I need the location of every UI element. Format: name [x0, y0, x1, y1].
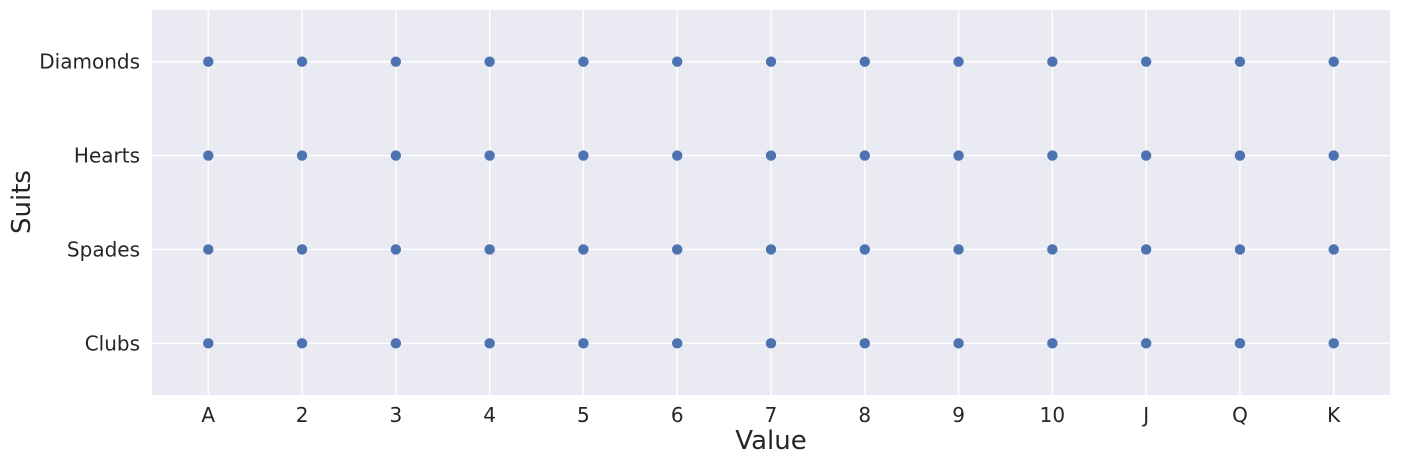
- x-axis-label: Value: [735, 426, 806, 456]
- data-point: [296, 150, 308, 161]
- data-point: [484, 150, 495, 161]
- data-point: [296, 338, 308, 349]
- x-tick-label: 9: [952, 403, 965, 427]
- data-point: [1234, 56, 1246, 67]
- data-point: [953, 150, 964, 161]
- data-point: [296, 56, 308, 67]
- data-point: [672, 244, 683, 255]
- x-tick-label: Q: [1232, 403, 1248, 427]
- data-point: [484, 56, 495, 67]
- data-point: [203, 150, 214, 161]
- data-point: [672, 150, 683, 161]
- data-point: [1140, 338, 1152, 349]
- data-point: [390, 338, 402, 349]
- data-point: [765, 56, 777, 67]
- data-point: [1047, 56, 1058, 67]
- data-point: [1140, 150, 1152, 161]
- y-tick-label: Clubs: [85, 331, 140, 355]
- data-point: [953, 338, 964, 349]
- data-point: [859, 338, 870, 349]
- x-tick-label: 2: [296, 403, 309, 427]
- x-tick-label: 10: [1040, 403, 1065, 427]
- data-point: [1047, 150, 1058, 161]
- data-point: [203, 338, 214, 349]
- y-tick-label: Hearts: [74, 144, 140, 168]
- data-point: [1047, 338, 1058, 349]
- x-tick-label: 7: [765, 403, 778, 427]
- y-tick-labels: Clubs Spades Hearts Diamonds: [39, 50, 140, 356]
- data-point: [1140, 244, 1152, 255]
- y-axis-label: Suits: [7, 170, 37, 234]
- data-point: [953, 244, 964, 255]
- data-point: [578, 56, 589, 67]
- data-point: [390, 244, 402, 255]
- data-point: [1234, 244, 1246, 255]
- data-point: [578, 150, 589, 161]
- x-tick-label: 4: [483, 403, 496, 427]
- data-point: [672, 56, 683, 67]
- data-point: [859, 150, 870, 161]
- data-point: [1328, 56, 1339, 67]
- data-point: [203, 56, 214, 67]
- data-point: [296, 244, 308, 255]
- x-tick-label: 3: [389, 403, 402, 427]
- data-point: [484, 338, 495, 349]
- data-point: [1234, 338, 1246, 349]
- data-point: [1328, 338, 1339, 349]
- data-point: [390, 150, 402, 161]
- data-point: [390, 56, 402, 67]
- x-tick-label: J: [1141, 403, 1149, 427]
- data-point: [859, 56, 870, 67]
- data-point: [578, 338, 589, 349]
- data-point: [578, 244, 589, 255]
- data-point: [765, 338, 777, 349]
- data-point: [484, 244, 495, 255]
- data-point: [672, 338, 683, 349]
- x-tick-label: K: [1327, 403, 1341, 427]
- y-tick-label: Spades: [67, 237, 140, 261]
- x-tick-label: A: [201, 403, 215, 427]
- data-point: [859, 244, 870, 255]
- x-tick-labels: A 2 3 4 5 6 7 8 9 10 J Q K: [201, 403, 1341, 427]
- data-point: [765, 150, 777, 161]
- data-point: [203, 244, 214, 255]
- y-tick-label: Diamonds: [39, 50, 140, 74]
- data-point: [1140, 56, 1152, 67]
- data-point: [953, 56, 964, 67]
- data-point: [1047, 244, 1058, 255]
- data-point: [1234, 150, 1246, 161]
- data-point: [1328, 150, 1339, 161]
- x-tick-label: 8: [858, 403, 871, 427]
- data-point: [765, 244, 777, 255]
- data-point: [1328, 244, 1339, 255]
- x-tick-label: 5: [577, 403, 590, 427]
- data-points: [203, 56, 1339, 349]
- x-tick-label: 6: [671, 403, 684, 427]
